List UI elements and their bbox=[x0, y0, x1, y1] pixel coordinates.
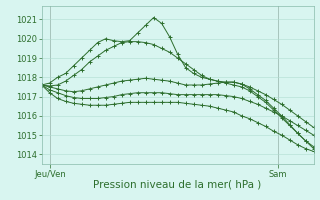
X-axis label: Pression niveau de la mer( hPa ): Pression niveau de la mer( hPa ) bbox=[93, 180, 262, 190]
